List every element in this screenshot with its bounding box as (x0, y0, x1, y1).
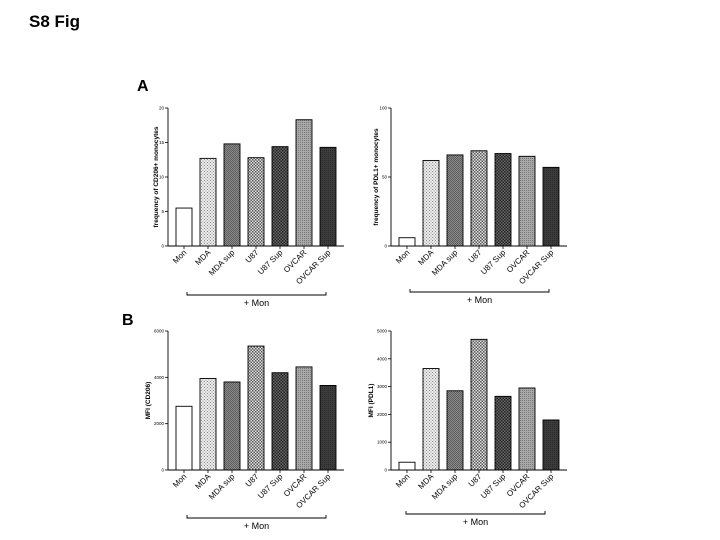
y-tick-label: 2000 (154, 421, 165, 426)
bar-mda (199, 157, 217, 247)
category-label: Mon (394, 248, 411, 265)
category-label: U87 (244, 472, 261, 489)
bar-u87-sup (271, 372, 289, 471)
y-axis-label: MFI (CD206) (145, 382, 152, 420)
bar-ovcar (518, 387, 536, 471)
y-axis-label: MFI (PDL1) (368, 384, 375, 418)
bar-ovcar-sup (542, 419, 560, 471)
bar-u87-sup (494, 153, 512, 247)
category-label: MDA (193, 472, 212, 491)
y-tick-label: 1000 (377, 440, 388, 445)
bar-mda-sup (446, 154, 464, 247)
bar-ovcar-sup (319, 146, 337, 247)
group-bracket (186, 515, 327, 519)
y-tick-label: 0 (161, 244, 164, 249)
category-label: U87 Sup (256, 472, 285, 501)
group-bracket (186, 292, 327, 296)
category-label: U87 Sup (256, 248, 285, 277)
bar-mda-sup (223, 381, 241, 471)
category-label: MDA (416, 472, 435, 491)
category-label: MDA (193, 248, 212, 267)
category-label: U87 Sup (479, 472, 508, 501)
y-axis-label: frequency of PDL1+ monocytes (373, 128, 380, 226)
category-label: U87 (467, 248, 484, 265)
y-tick-label: 6000 (154, 329, 165, 334)
figure-title: S8 Fig (29, 12, 81, 31)
bar-u87 (247, 345, 265, 471)
y-tick-label: 20 (159, 106, 165, 111)
bar-mon (175, 405, 193, 471)
category-label: Mon (394, 472, 411, 489)
y-tick-label: 50 (382, 175, 388, 180)
y-tick-label: 0 (161, 468, 164, 473)
bar-ovcar (518, 155, 536, 247)
bar-ovcar-sup (319, 384, 337, 471)
category-label: MDA sup (207, 248, 237, 278)
y-tick-label: 5000 (377, 329, 388, 334)
category-label: U87 (467, 472, 484, 489)
bar-u87-sup (271, 146, 289, 247)
y-tick-label: 5 (161, 209, 164, 214)
category-label: MDA (416, 248, 435, 267)
group-bracket-label: + Mon (244, 521, 269, 531)
category-label: MDA sup (430, 472, 460, 502)
category-label: U87 Sup (479, 248, 508, 277)
bar-mon (398, 461, 416, 471)
group-bracket-label: + Mon (244, 298, 269, 308)
y-tick-label: 100 (379, 106, 387, 111)
y-tick-label: 0 (384, 244, 387, 249)
bar-mon (398, 237, 416, 247)
y-tick-label: 2000 (377, 412, 388, 417)
bar-mda-sup (446, 390, 464, 471)
y-tick-label: 4000 (377, 356, 388, 361)
group-bracket (405, 511, 546, 515)
bar-mda (422, 368, 440, 471)
bar-mda-sup (223, 143, 241, 247)
panel-letter-b: B (122, 312, 134, 329)
bar-u87 (247, 157, 265, 247)
category-label: Mon (171, 248, 188, 265)
group-bracket (409, 289, 550, 293)
y-axis-label: frequency of CD206+ monocytes (153, 126, 160, 227)
bar-ovcar (295, 366, 313, 471)
bar-u87 (470, 338, 488, 471)
y-tick-label: 15 (159, 140, 165, 145)
bar-u87-sup (494, 395, 512, 471)
y-tick-label: 0 (384, 468, 387, 473)
bar-mda (199, 378, 217, 471)
category-label: U87 (244, 248, 261, 265)
bar-ovcar-sup (542, 166, 560, 247)
bar-u87 (470, 150, 488, 247)
bar-ovcar (295, 119, 313, 247)
bar-mda (422, 159, 440, 247)
group-bracket-label: + Mon (463, 517, 488, 527)
y-tick-label: 3000 (377, 384, 388, 389)
y-tick-label: 4000 (154, 375, 165, 380)
y-tick-label: 10 (159, 175, 165, 180)
category-label: Mon (171, 472, 188, 489)
bar-mon (175, 207, 193, 247)
category-label: MDA sup (207, 472, 237, 502)
group-bracket-label: + Mon (467, 295, 492, 305)
category-label: MDA sup (430, 248, 460, 278)
panel-letter-a: A (137, 78, 149, 95)
